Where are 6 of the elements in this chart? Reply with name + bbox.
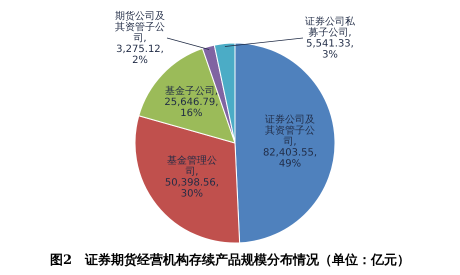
slice-label: 基金管理公司, 50,398.56, 30%	[164, 154, 219, 200]
slice-label: 证券公司私募子公司, 5,541.33, 3%	[305, 15, 356, 60]
slice-label: 基金子公司, 25,646.79, 16%	[164, 84, 218, 118]
slice-label: 期货公司及其资管子公司, 3,275.12, 2%	[115, 10, 165, 66]
slice-label: 证券公司及其资管子公司, 82,403.55, 49%	[262, 113, 318, 170]
text: 图2 证券期货经营机构存续产品规模分布情况（单位：亿元）	[48, 252, 412, 269]
